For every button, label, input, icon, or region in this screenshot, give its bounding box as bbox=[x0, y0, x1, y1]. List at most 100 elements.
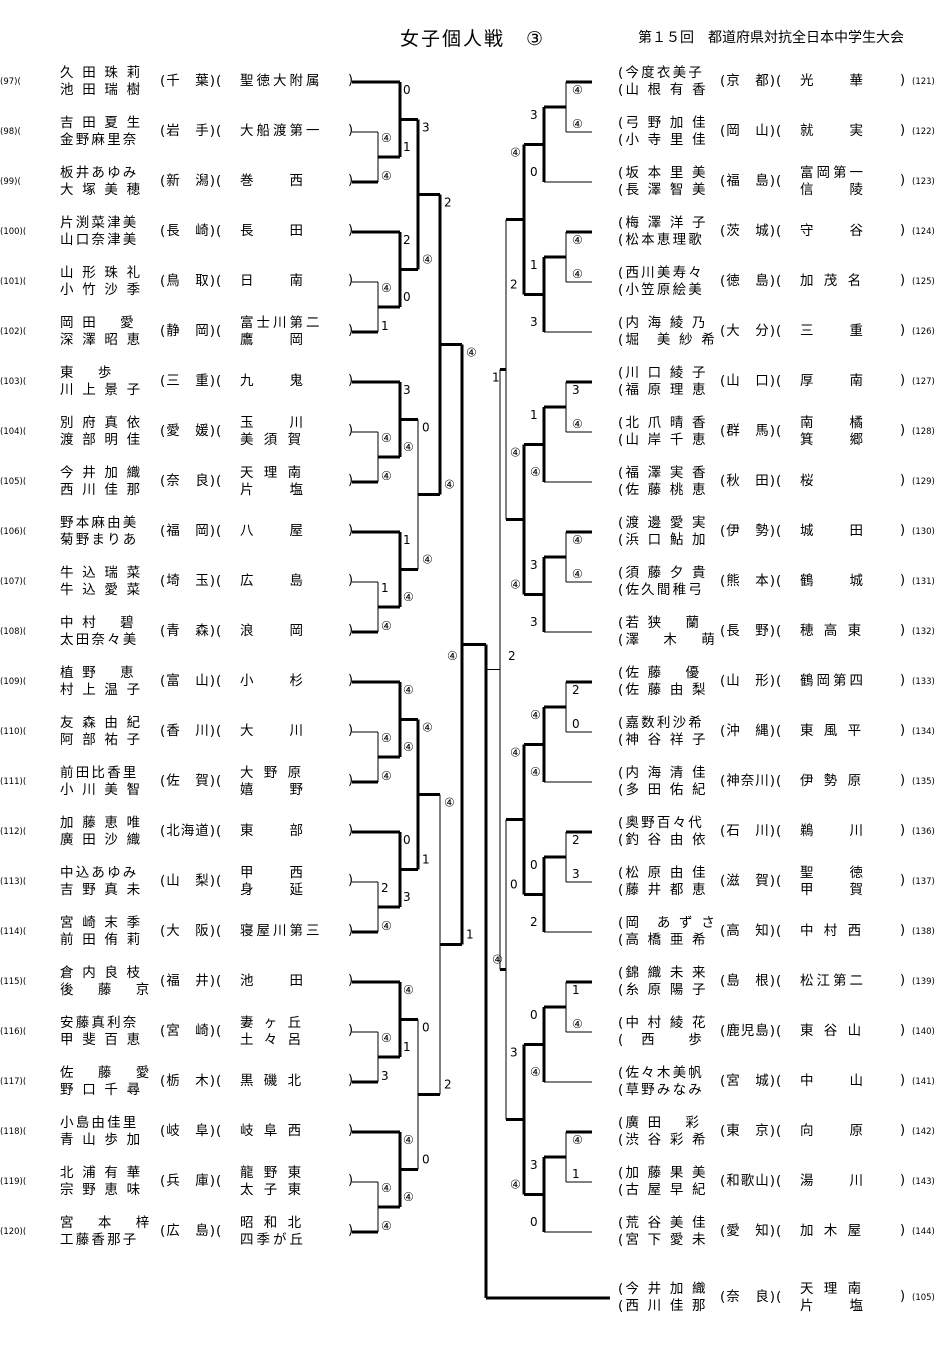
prefecture: (富 山)( bbox=[160, 673, 223, 689]
prefecture: (京 都)( bbox=[720, 73, 783, 89]
entry-number: (104)( bbox=[0, 427, 27, 437]
player-name-2: (浜 口 鮎 加 bbox=[618, 532, 708, 548]
close-paren: ) bbox=[900, 1173, 906, 1188]
right-entry: (121) (今度衣美子 (山 根 有 香 (京 都)(光 華) bbox=[0, 64, 952, 100]
entry-number: (118)( bbox=[0, 1127, 27, 1137]
prefecture: (茨 城)( bbox=[720, 223, 783, 239]
entry-number: (130) bbox=[912, 527, 935, 537]
close-paren: ) bbox=[900, 73, 906, 88]
left-entry: (116)(安藤真利奈甲 斐 百 恵 (宮 崎)(妻 ヶ 丘土 々 呂) bbox=[0, 1014, 952, 1050]
champion-entry: (105) (今 井 加 織 (西 川 佳 那 (奈 良)(天 理 南片 塩) bbox=[0, 1280, 952, 1316]
prefecture: (長 崎)( bbox=[160, 223, 223, 239]
entry-number: (122) bbox=[912, 127, 935, 137]
prefecture: (宮 崎)( bbox=[160, 1023, 223, 1039]
close-paren: ) bbox=[348, 823, 354, 838]
player-name-1: 前田比香里 bbox=[60, 765, 139, 781]
score-mark: ④ bbox=[381, 431, 392, 445]
school-name-2: 片 塩 bbox=[800, 1298, 866, 1314]
right-entry: (131) (須 藤 夕 貴 (佐久間稚弓 (熊 本)(鶴 城) bbox=[0, 564, 952, 600]
score-mark: ④ bbox=[403, 1133, 414, 1147]
school-name: 就 実 bbox=[800, 123, 866, 139]
player-name-2: (小笠原絵美 bbox=[618, 282, 704, 298]
prefecture: (静 岡)( bbox=[160, 323, 223, 339]
right-entry: (136) (奥野百々代 (釣 谷 由 依 (石 川)(鵜 川) bbox=[0, 814, 952, 850]
school-name: 黒 磯 北 bbox=[240, 1073, 305, 1089]
entry-number: (101)( bbox=[0, 277, 27, 287]
school-name: 小 杉 bbox=[240, 673, 306, 689]
prefecture: (福 島)( bbox=[720, 173, 783, 189]
player-name-1: (渡 邊 愛 実 bbox=[618, 515, 708, 531]
score-mark: ④ bbox=[572, 1133, 583, 1147]
school-name-1: 天 理 南 bbox=[240, 465, 305, 481]
player-name-1: (嘉数利沙希 bbox=[618, 715, 704, 731]
school-name-2: 身 延 bbox=[240, 882, 306, 898]
player-name-1: 久 田 珠 莉 bbox=[60, 65, 143, 81]
prefecture: (北海道)( bbox=[160, 823, 223, 839]
close-paren: ) bbox=[348, 923, 354, 938]
close-paren: ) bbox=[900, 923, 906, 938]
score-mark: 3 bbox=[572, 383, 580, 397]
score-mark: 1 bbox=[403, 533, 411, 547]
prefecture: (滋 賀)( bbox=[720, 873, 783, 889]
school-name: 加 木 屋 bbox=[800, 1223, 865, 1239]
prefecture: (鹿児島)( bbox=[720, 1023, 783, 1039]
player-name-2: (佐 藤 由 梨 bbox=[618, 682, 708, 698]
score-mark: 1 bbox=[492, 371, 500, 385]
score-mark: 0 bbox=[422, 1021, 430, 1035]
right-entry: (122) (弓 野 加 佳 (小 寺 里 佳 (岡 山)(就 実) bbox=[0, 114, 952, 150]
prefecture: (青 森)( bbox=[160, 623, 223, 639]
school-name-2: 甲 賀 bbox=[800, 882, 866, 898]
right-entry: (142) (廣 田 彩 (渋 谷 彩 希 (東 京)(向 原) bbox=[0, 1114, 952, 1150]
school-name-2: 四季が丘 bbox=[240, 1232, 306, 1248]
left-entry: (104)(別 府 真 依渡 部 明 佳 (愛 媛)(玉 川美 須 賀) bbox=[0, 414, 952, 450]
player-name-2: (松本恵理歌 bbox=[618, 232, 704, 248]
close-paren: ) bbox=[900, 1073, 906, 1088]
player-name-2: (長 澤 智 美 bbox=[618, 182, 708, 198]
close-paren: ) bbox=[900, 173, 906, 188]
school-name-2: 嬉 野 bbox=[240, 782, 306, 798]
school-name: 中 山 bbox=[800, 1073, 866, 1089]
right-entry: (137) (松 原 由 佳 (藤 井 都 恵 (滋 賀)(聖 徳甲 賀) bbox=[0, 864, 952, 900]
player-name-2: 野 口 千 尋 bbox=[60, 1082, 143, 1098]
entry-number: (120)( bbox=[0, 1227, 27, 1237]
player-name-1: (弓 野 加 佳 bbox=[618, 115, 708, 131]
score-mark: ④ bbox=[572, 417, 583, 431]
player-name-2: 阿 部 祐 子 bbox=[60, 732, 143, 748]
score-mark: ④ bbox=[510, 446, 521, 460]
prefecture: (沖 縄)( bbox=[720, 723, 783, 739]
score-mark: 3 bbox=[403, 890, 411, 904]
score-mark: ④ bbox=[381, 469, 392, 483]
score-mark: ④ bbox=[381, 169, 392, 183]
entry-number: (108)( bbox=[0, 627, 27, 637]
player-name-1: 片渕菜津美 bbox=[60, 215, 139, 231]
player-name-2: (西 川 佳 那 bbox=[618, 1298, 708, 1314]
player-name-2: (福 原 理 恵 bbox=[618, 382, 708, 398]
score-mark: 3 bbox=[422, 121, 430, 135]
school-name-2: 信 陵 bbox=[800, 182, 866, 198]
entry-number: (137) bbox=[912, 877, 935, 887]
school-name: 湯 川 bbox=[800, 1173, 866, 1189]
right-entry: (143) (加 藤 果 美 (古 屋 早 紀 (和歌山)(湯 川) bbox=[0, 1164, 952, 1200]
entry-number: (131) bbox=[912, 577, 935, 587]
score-mark: 1 bbox=[403, 140, 411, 154]
close-paren: ) bbox=[900, 473, 906, 488]
school-name: 三 重 bbox=[800, 323, 866, 339]
player-name-2: 大 塚 美 穂 bbox=[60, 182, 143, 198]
score-mark: 3 bbox=[530, 315, 538, 329]
close-paren: ) bbox=[348, 223, 354, 238]
left-entry: (113)(中込あゆみ吉 野 真 未 (山 梨)(甲 西身 延) bbox=[0, 864, 952, 900]
close-paren: ) bbox=[348, 623, 354, 638]
score-mark: 2 bbox=[510, 278, 518, 292]
score-mark: ④ bbox=[381, 619, 392, 633]
score-mark: 0 bbox=[422, 421, 430, 435]
close-paren: ) bbox=[900, 1023, 906, 1038]
score-mark: ④ bbox=[422, 553, 433, 567]
score-mark: ④ bbox=[572, 1017, 583, 1031]
player-name-2: (藤 井 都 恵 bbox=[618, 882, 708, 898]
score-mark: 2 bbox=[572, 683, 580, 697]
close-paren: ) bbox=[900, 1223, 906, 1238]
player-name-1: (西川美寿々 bbox=[618, 265, 704, 281]
player-name-1: 宮 本 梓 bbox=[60, 1215, 152, 1231]
close-paren: ) bbox=[900, 873, 906, 888]
